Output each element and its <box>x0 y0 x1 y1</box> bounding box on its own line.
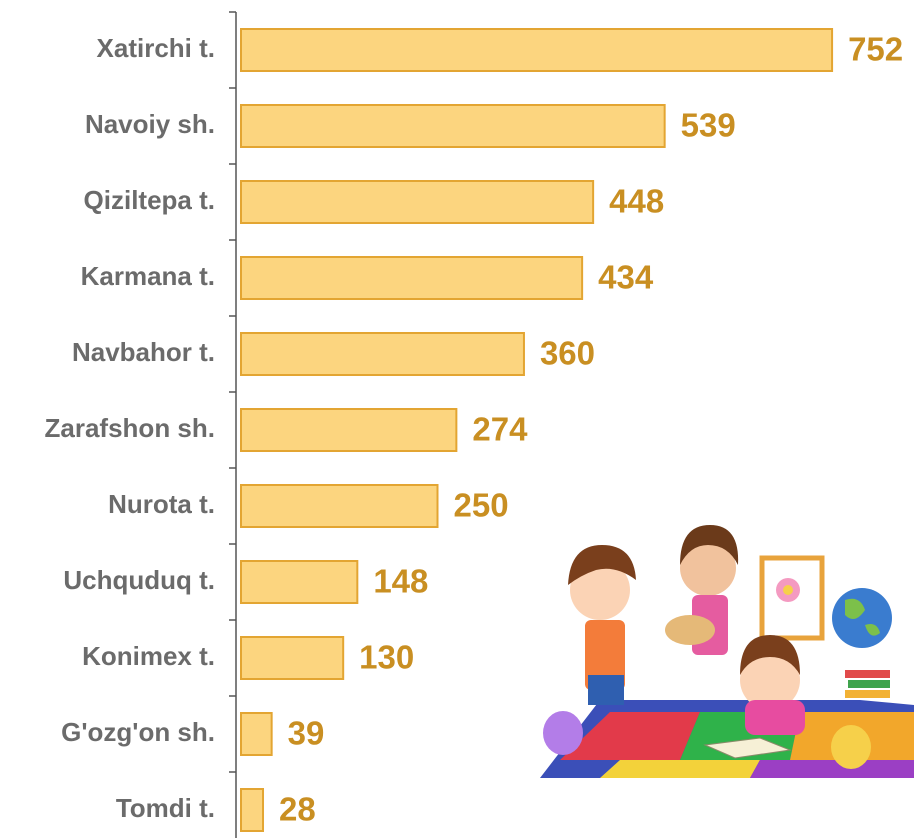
value-label: 130 <box>359 639 414 676</box>
bar <box>240 636 345 680</box>
value-label: 752 <box>848 31 903 68</box>
bar <box>240 788 265 832</box>
y-tick-label: Karmana t. <box>81 261 215 291</box>
value-label: 28 <box>279 791 316 828</box>
y-tick-label: Navbahor t. <box>72 337 215 367</box>
bar <box>240 256 584 300</box>
bar <box>240 560 359 604</box>
y-tick-label: Uchquduq t. <box>63 565 215 595</box>
bar <box>240 332 525 376</box>
value-label: 39 <box>288 715 325 752</box>
bar <box>240 104 666 148</box>
bar <box>240 180 595 224</box>
bar <box>240 712 273 756</box>
illustration <box>540 525 914 778</box>
value-label: 250 <box>454 487 509 524</box>
y-tick-label: G'ozg'on sh. <box>61 717 215 747</box>
y-tick-label: Nurota t. <box>108 489 215 519</box>
y-tick-label: Navoiy sh. <box>85 109 215 139</box>
y-tick-label: Tomdi t. <box>116 793 215 823</box>
value-label: 434 <box>598 259 654 296</box>
y-tick-label: Zarafshon sh. <box>45 413 215 443</box>
bar <box>240 408 458 452</box>
y-tick-label: Xatirchi t. <box>97 33 215 63</box>
value-label: 274 <box>472 411 528 448</box>
value-label: 448 <box>609 183 664 220</box>
bar <box>240 28 834 72</box>
value-label: 360 <box>540 335 595 372</box>
y-tick-label: Konimex t. <box>82 641 215 671</box>
y-tick-label: Qiziltepa t. <box>84 185 215 215</box>
value-label: 539 <box>681 107 736 144</box>
bar <box>240 484 439 528</box>
value-label: 148 <box>373 563 428 600</box>
